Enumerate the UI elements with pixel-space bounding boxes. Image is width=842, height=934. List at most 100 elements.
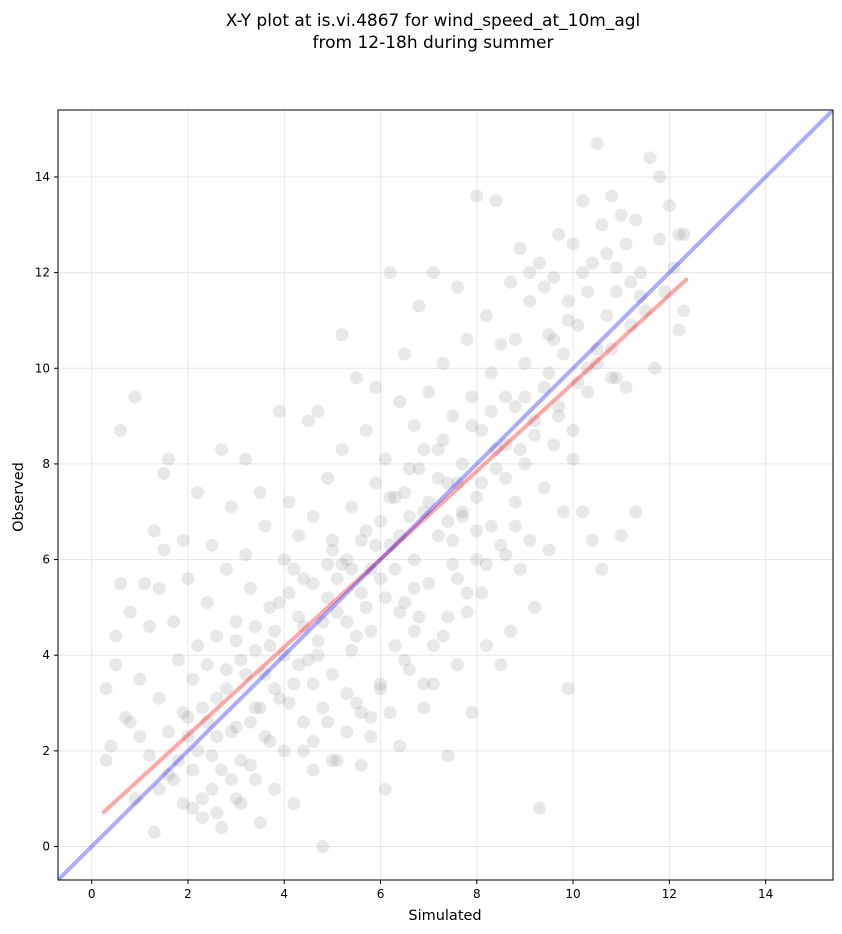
data-point: [229, 720, 243, 734]
data-point: [215, 763, 229, 777]
data-point: [542, 366, 556, 380]
data-point: [547, 270, 561, 284]
data-point: [653, 232, 667, 246]
data-point: [162, 452, 176, 466]
data-point: [561, 682, 575, 696]
data-point: [402, 510, 416, 524]
data-point: [292, 610, 306, 624]
data-point: [605, 342, 619, 356]
data-point: [378, 782, 392, 796]
data-point: [142, 620, 156, 634]
data-point: [330, 605, 344, 619]
data-point: [123, 605, 137, 619]
x-tick-label: 10: [565, 887, 580, 901]
data-point: [138, 576, 152, 590]
data-point: [561, 313, 575, 327]
data-point: [152, 782, 166, 796]
x-tick-label: 2: [184, 887, 192, 901]
data-point: [215, 443, 229, 457]
data-point: [171, 653, 185, 667]
data-point: [393, 395, 407, 409]
data-point: [171, 753, 185, 767]
data-point: [128, 792, 142, 806]
data-point: [176, 706, 190, 720]
data-point: [422, 385, 436, 399]
data-point: [258, 519, 272, 533]
data-point: [142, 749, 156, 763]
data-point: [181, 710, 195, 724]
data-point: [643, 151, 657, 165]
data-point: [195, 701, 209, 715]
data-point: [224, 773, 238, 787]
x-tick-label: 8: [473, 887, 481, 901]
data-point: [321, 591, 335, 605]
data-point: [335, 443, 349, 457]
data-point: [325, 533, 339, 547]
data-point: [422, 576, 436, 590]
data-point: [619, 380, 633, 394]
data-point: [667, 261, 681, 275]
data-point: [552, 227, 566, 241]
data-point: [523, 533, 537, 547]
data-point: [244, 758, 258, 772]
data-point: [465, 706, 479, 720]
data-point: [99, 753, 113, 767]
data-point: [451, 572, 465, 586]
data-point: [244, 581, 258, 595]
data-point: [648, 361, 662, 375]
data-point: [253, 486, 267, 500]
data-point: [465, 419, 479, 433]
data-point: [585, 533, 599, 547]
data-point: [451, 280, 465, 294]
data-point: [157, 543, 171, 557]
data-point: [470, 524, 484, 538]
data-point: [359, 600, 373, 614]
data-point: [253, 701, 267, 715]
data-point: [609, 285, 623, 299]
data-point: [311, 404, 325, 418]
data-point: [455, 505, 469, 519]
data-point: [282, 696, 296, 710]
data-point: [301, 653, 315, 667]
data-point: [147, 825, 161, 839]
data-point: [576, 505, 590, 519]
data-point: [321, 471, 335, 485]
data-point: [364, 624, 378, 638]
data-point: [523, 294, 537, 308]
data-point: [518, 390, 532, 404]
data-point: [576, 266, 590, 280]
data-point: [542, 543, 556, 557]
data-point: [402, 663, 416, 677]
data-point: [542, 328, 556, 342]
data-point: [441, 610, 455, 624]
data-point: [571, 376, 585, 390]
data-point: [475, 476, 489, 490]
data-point: [503, 624, 517, 638]
data-point: [354, 706, 368, 720]
data-point: [537, 481, 551, 495]
data-point: [248, 773, 262, 787]
data-point: [104, 739, 118, 753]
data-point: [590, 136, 604, 150]
data-point: [345, 643, 359, 657]
data-point: [335, 557, 349, 571]
data-point: [614, 529, 628, 543]
y-tick-label: 2: [42, 744, 50, 758]
data-point: [662, 199, 676, 213]
data-point: [167, 773, 181, 787]
data-point: [118, 710, 132, 724]
data-point: [398, 596, 412, 610]
data-point: [470, 490, 484, 504]
data-point: [296, 620, 310, 634]
data-point: [186, 763, 200, 777]
data-point: [316, 840, 330, 854]
data-point: [316, 615, 330, 629]
data-point: [499, 438, 513, 452]
data-point: [234, 653, 248, 667]
data-point: [441, 514, 455, 528]
data-point: [268, 782, 282, 796]
data-points: [99, 136, 691, 854]
data-point: [412, 610, 426, 624]
data-point: [354, 586, 368, 600]
